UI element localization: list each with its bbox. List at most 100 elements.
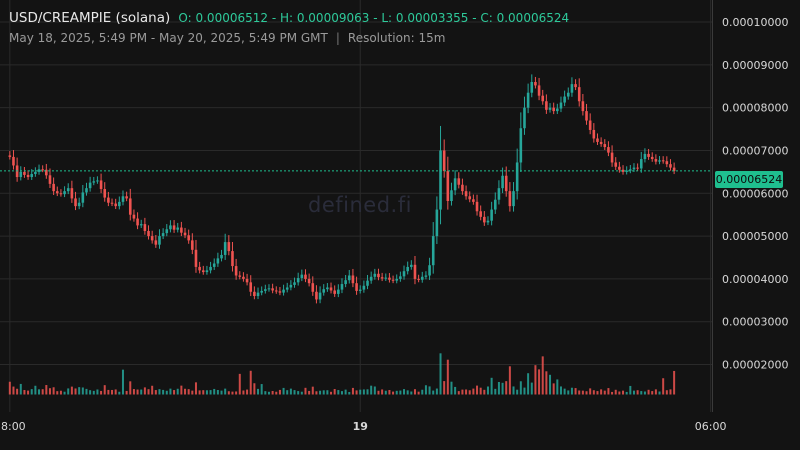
candle-body [150, 236, 154, 241]
candle-body [110, 202, 114, 204]
candle-body [23, 171, 26, 175]
resolution[interactable]: Resolution: 15m [347, 31, 446, 45]
candle-body [472, 199, 475, 202]
candle-body [12, 156, 15, 166]
candle-body [486, 220, 490, 223]
volume-bar [490, 377, 493, 395]
candle-body [548, 107, 552, 110]
volume-bar [107, 389, 110, 395]
volume-bar [257, 388, 260, 395]
candle-body [420, 276, 424, 280]
volume-bar [111, 389, 114, 395]
volume-bar [202, 390, 205, 395]
candle-body [74, 198, 77, 207]
candle-body [92, 181, 96, 183]
volume-bar [100, 390, 103, 395]
candle-body [501, 175, 504, 189]
candle-body [143, 224, 147, 231]
candle-body [227, 242, 231, 252]
candle-body [132, 214, 136, 219]
volume-bar [125, 390, 128, 395]
candle-body [344, 280, 347, 285]
volume-bar [194, 382, 197, 395]
volume-bar [96, 389, 99, 395]
candle-body [128, 198, 132, 215]
candle-body [424, 275, 428, 277]
volume-bar [52, 387, 55, 395]
volume-bar [567, 390, 570, 395]
price-tick-label: 0.00002000 [722, 359, 788, 372]
volume-bar [651, 391, 654, 395]
volume-bar [530, 382, 533, 395]
volume-bar [465, 389, 468, 395]
volume-bar [114, 389, 117, 395]
candle-body [45, 169, 48, 176]
candle-body [41, 169, 44, 171]
price-tick-label: 0.00005000 [722, 230, 788, 243]
volume-bar [340, 391, 343, 395]
volume-bar [603, 390, 606, 395]
candle-body [55, 191, 59, 194]
volume-bar [476, 385, 479, 395]
volume-bar [81, 387, 84, 395]
candle-body [643, 153, 647, 160]
volume-bar [78, 387, 81, 395]
volume-bar [304, 387, 307, 395]
candle-body [446, 171, 450, 202]
candle-body [326, 287, 329, 290]
candle-body [114, 203, 117, 207]
candle-body [515, 162, 519, 192]
candle-body [307, 278, 311, 284]
volume-bar [468, 390, 471, 395]
candle-body [88, 182, 92, 189]
candle-body [52, 183, 55, 192]
volume-bar [643, 391, 646, 395]
candle-body [413, 264, 417, 279]
volume-bar [162, 389, 165, 395]
candle-body [333, 290, 336, 294]
volume-bar [516, 389, 519, 395]
candle-body [563, 96, 566, 103]
volume-bar [556, 379, 559, 395]
volume-bar [180, 385, 183, 395]
price-axis[interactable]: 0.00010000 0.00009000 0.00008000 0.00007000… [722, 16, 788, 371]
candle-body [30, 174, 34, 178]
volume-bar [129, 381, 132, 395]
volume-bar [662, 378, 665, 395]
candle-body [274, 290, 278, 292]
volume-bar [227, 391, 230, 395]
volume-bar [59, 390, 62, 395]
candle-body [107, 197, 110, 203]
candle-body [293, 282, 296, 285]
volume-bar [538, 369, 541, 395]
volume-bar [454, 386, 457, 395]
candle-body [59, 193, 63, 195]
price-tick-label: 0.00006000 [722, 187, 788, 200]
candle-body [66, 188, 70, 192]
candle-body [245, 278, 249, 283]
candle-body [669, 164, 672, 168]
volume-bar [238, 373, 241, 395]
candle-body [358, 289, 362, 291]
candle-body [238, 275, 242, 277]
volume-bar [446, 359, 449, 395]
volume-bar [19, 383, 22, 395]
ohlc-values: O: 0.00006512 - H: 0.00009063 - L: 0.000… [178, 11, 570, 25]
candle-body [139, 224, 143, 226]
candle-body [596, 138, 599, 142]
candle-body [201, 270, 205, 273]
candle-body [63, 191, 66, 195]
candle-body [603, 144, 607, 148]
candle-body [169, 225, 172, 230]
volume-bar [337, 390, 340, 395]
volume-bar [282, 387, 285, 395]
volume-bar [552, 383, 555, 395]
volume-bar [154, 390, 157, 395]
candle-body [366, 280, 369, 286]
volume-bar [527, 373, 530, 395]
candle-body [212, 263, 216, 267]
candle-body [118, 201, 121, 207]
volume-bar [512, 386, 515, 395]
